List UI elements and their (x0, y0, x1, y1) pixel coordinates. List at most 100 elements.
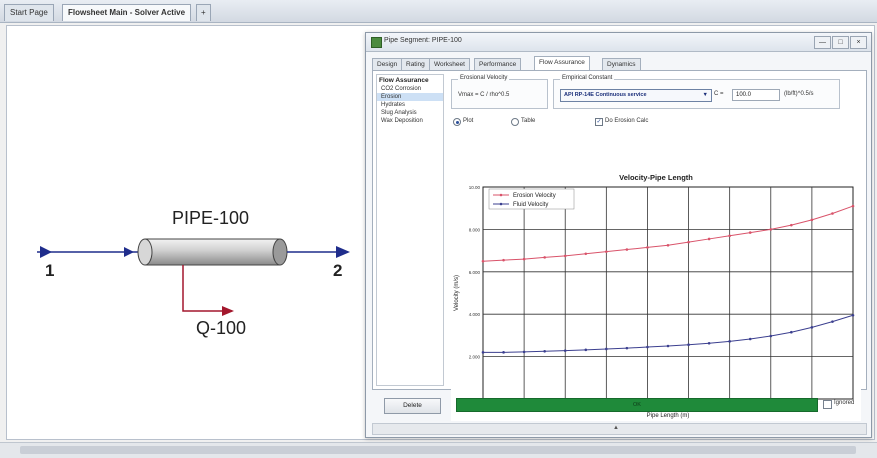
tab-flow-assurance[interactable]: Flow Assurance (534, 56, 590, 71)
tree-item-wax-deposition[interactable]: Wax Deposition (381, 118, 423, 124)
tab-start-page[interactable]: Start Page (4, 4, 54, 21)
stream-2-label[interactable]: 2 (333, 261, 343, 280)
tree-item-slug-analysis[interactable]: Slug Analysis (381, 110, 417, 116)
tab-dynamics[interactable]: Dynamics (602, 58, 641, 71)
tree-item-hydrates[interactable]: Hydrates (381, 102, 406, 108)
ignored-checkbox[interactable] (823, 400, 832, 409)
stream-1-label[interactable]: 1 (45, 261, 55, 280)
table-radio-label: Table (521, 118, 536, 124)
legend-marker (499, 202, 503, 206)
plot-radio[interactable] (453, 118, 461, 126)
y-tick-label: 8.000 (469, 227, 481, 232)
data-point (481, 259, 485, 263)
data-point (728, 234, 731, 238)
data-point (666, 344, 670, 348)
flow-assurance-tree: Flow Assurance CO2 Corrosion Erosion Hyd… (376, 74, 444, 386)
do-erosion-calc-label: Do Erosion Calc (605, 118, 649, 124)
status-bar: OK (456, 398, 818, 412)
empirical-constant-value: API RP-14E Continuous service (564, 92, 647, 98)
legend-label: Erosion Velocity (513, 193, 556, 199)
data-point (646, 345, 649, 349)
legend-label: Fluid Velocity (513, 202, 548, 208)
chart-legend: Erosion Velocity Fluid Velocity (488, 188, 575, 210)
pipe-segment-icon[interactable] (137, 238, 288, 266)
erosional-velocity-group: Erosional Velocity Vmax = C / rho^0.5 (451, 75, 548, 109)
data-point (810, 326, 814, 329)
data-point (810, 218, 814, 222)
minimize-button[interactable]: — (814, 36, 831, 49)
data-point (563, 349, 567, 352)
data-point (584, 252, 588, 256)
legend-marker (499, 193, 503, 197)
maximize-button[interactable]: □ (832, 36, 849, 49)
data-point (687, 240, 690, 244)
dialog-scrollbar[interactable]: ▲ (372, 423, 867, 435)
ignored-label: Ignored (834, 400, 855, 406)
delete-button[interactable]: Delete (384, 398, 441, 414)
data-point (707, 341, 711, 345)
data-point (502, 351, 505, 354)
data-point (748, 231, 752, 234)
dialog-title-bar[interactable]: Pipe Segment: PIPE-100 — □ × (366, 33, 871, 52)
scroll-up-icon[interactable]: ▲ (613, 425, 619, 431)
data-point (625, 346, 629, 350)
data-point (769, 334, 773, 338)
chevron-down-icon: ▼ (702, 92, 708, 98)
status-text: OK (633, 402, 641, 408)
empirical-constant-caption: Empirical Constant (560, 75, 615, 81)
pipe-segment-dialog: Pipe Segment: PIPE-100 — □ × Design Rati… (365, 32, 872, 438)
scrollbar-thumb[interactable] (20, 446, 856, 454)
data-point (605, 250, 608, 253)
tab-worksheet[interactable]: Worksheet (429, 58, 470, 71)
energy-stream-label[interactable]: Q-100 (196, 318, 247, 338)
series-layer (481, 204, 855, 354)
empirical-constant-group: Empirical Constant API RP-14E Continuous… (553, 75, 840, 109)
data-point (728, 340, 731, 343)
erosional-velocity-caption: Erosional Velocity (458, 75, 510, 81)
pipe-name-label[interactable]: PIPE-100 (172, 208, 250, 228)
data-point (831, 212, 834, 215)
data-point (543, 256, 546, 259)
data-point (707, 237, 711, 241)
data-point (687, 343, 690, 347)
do-erosion-calc-checkbox[interactable]: ✓ (595, 118, 603, 126)
tree-item-erosion[interactable]: Erosion (377, 93, 443, 101)
data-point (522, 350, 526, 354)
data-point (790, 223, 793, 227)
grid-lines (483, 187, 853, 399)
y-tick-label: 2.000 (469, 355, 481, 360)
flow-assurance-panel: Flow Assurance CO2 Corrosion Erosion Hyd… (372, 70, 867, 421)
tree-item-co2-corrosion[interactable]: CO2 Corrosion (381, 86, 422, 92)
c-value-field[interactable]: 100.0 (732, 89, 780, 101)
tab-performance[interactable]: Performance (474, 58, 522, 71)
data-point (748, 337, 752, 341)
plot-area (482, 186, 854, 400)
velocity-pipe-length-chart[interactable]: Velocity-Pipe Length 0.000100.0200.0300.… (451, 169, 861, 421)
empirical-constant-select[interactable]: API RP-14E Continuous service ▼ (560, 89, 712, 102)
y-tick-label: 6.000 (469, 270, 481, 275)
document-tab-bar: Start Page Flowsheet Main - Solver Activ… (0, 0, 877, 23)
data-point (769, 228, 773, 231)
stream-2-line[interactable] (287, 246, 350, 258)
c-unit-label: (lb/ft)^0.5/s (784, 91, 814, 97)
energy-stream-line[interactable] (182, 265, 234, 316)
close-button[interactable]: × (850, 36, 867, 49)
tab-flowsheet-main[interactable]: Flowsheet Main - Solver Active (62, 4, 192, 21)
data-point (625, 248, 629, 251)
pipe-segment-icon-small (371, 37, 382, 48)
data-point (563, 254, 567, 258)
data-point (605, 347, 608, 351)
c-label: C = (714, 91, 724, 97)
new-tab-button[interactable]: + (196, 4, 211, 21)
data-point (543, 350, 546, 353)
chart-title: Velocity-Pipe Length (619, 173, 693, 182)
y-axis-title: Velocity (m/s) (454, 275, 460, 311)
canvas-horizontal-scrollbar[interactable] (0, 442, 877, 458)
data-point (584, 348, 588, 352)
data-point (481, 351, 485, 354)
data-point (851, 204, 855, 208)
plot-radio-label: Plot (463, 118, 474, 124)
table-radio[interactable] (511, 118, 519, 126)
stream-1-line[interactable] (37, 246, 138, 258)
